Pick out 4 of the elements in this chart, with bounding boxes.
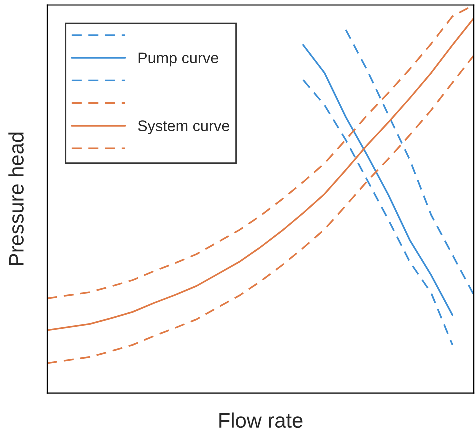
y-axis-title: Pressure head (8, 132, 24, 266)
x-axis-title: Flow rate (220, 412, 303, 428)
legend-label: Pump curve (138, 52, 218, 67)
legend-label: System curve (138, 120, 230, 135)
